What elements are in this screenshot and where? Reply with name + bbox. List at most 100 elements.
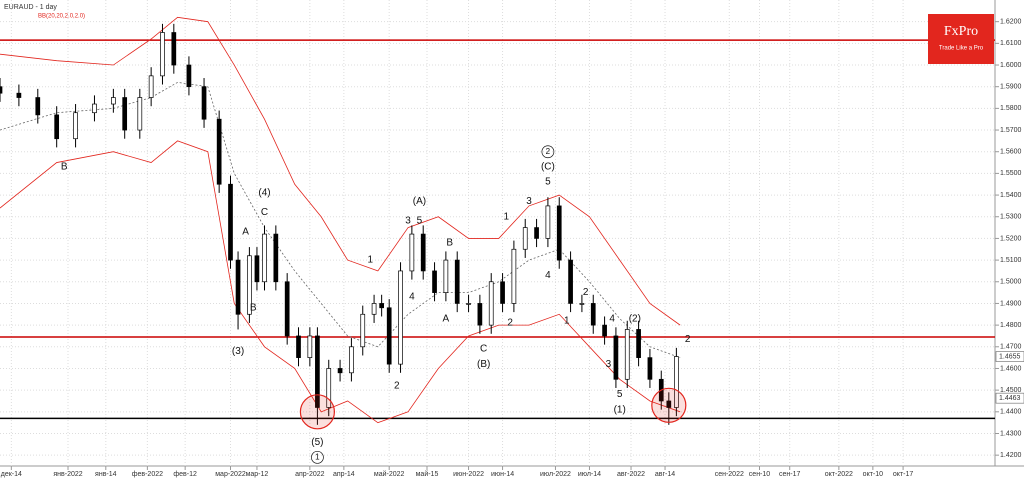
candle-body — [171, 32, 177, 66]
wave-label: 1 — [315, 452, 320, 461]
y-tick-label: 1.5800 — [1000, 105, 1022, 112]
wave-label: 2 — [507, 318, 513, 329]
x-tick-label: мар-12 — [246, 471, 269, 478]
indicator-label: BB(20,20,2.0,2.0) — [38, 14, 85, 20]
wave-label: 2 — [394, 380, 400, 391]
candle-body — [420, 233, 426, 272]
candle-body — [111, 97, 116, 105]
x-tick-label: дек-14 — [1, 471, 22, 478]
wave-label: C — [480, 344, 487, 355]
candle-body — [590, 303, 596, 326]
candle-body — [307, 335, 313, 358]
annotation-circle — [311, 450, 324, 464]
x-tick-label: июл-2022 — [540, 471, 571, 478]
candle-body — [284, 281, 290, 337]
candle-body — [636, 329, 641, 358]
x-tick-label: сен-10 — [749, 471, 770, 478]
candle-body — [666, 400, 672, 408]
logo-brand: FxPro — [944, 24, 978, 39]
candle-body — [137, 97, 143, 131]
y-tick-label: 1.6100 — [1000, 40, 1022, 47]
wave-label: 3 — [405, 216, 411, 227]
wave-label: 5 — [617, 389, 623, 400]
wave-label: 5 — [417, 216, 423, 227]
y-tick-label: 1.5700 — [1000, 127, 1022, 134]
candle-body — [73, 112, 78, 140]
candle-body — [522, 227, 528, 250]
candle-body — [556, 205, 562, 261]
y-tick-label: 1.5200 — [1000, 235, 1022, 242]
y-tick-label: 1.5900 — [1000, 84, 1022, 91]
candle-body — [326, 368, 332, 408]
candle-body — [500, 281, 505, 304]
candle-body — [228, 183, 233, 261]
chart-title: EURAUD - 1 day — [4, 4, 57, 11]
wave-label: 2 — [685, 334, 691, 345]
candle-body — [262, 233, 267, 283]
y-tick-label: 1.4300 — [1000, 430, 1022, 437]
y-tick-label: 1.4600 — [1000, 365, 1022, 372]
wave-label: (3) — [232, 346, 244, 357]
candle-body — [545, 205, 551, 239]
candle-body — [92, 103, 97, 114]
wave-label: B — [61, 162, 68, 173]
logo: FxPro Trade Like a Pro — [928, 14, 994, 64]
y-tick-label: 1.5000 — [1000, 279, 1022, 286]
x-tick-label: окт-17 — [893, 471, 913, 478]
candle-body — [247, 255, 252, 315]
candle-body — [186, 64, 192, 88]
wave-label: A — [443, 313, 450, 324]
price-box-label: 1.4463 — [999, 395, 1021, 402]
x-tick-label: фев-12 — [173, 471, 197, 478]
candle-body — [54, 114, 60, 140]
annotation-circle — [541, 145, 555, 159]
x-tick-label: окт-10 — [863, 471, 883, 478]
wave-label: 1 — [564, 315, 570, 326]
candle-body — [201, 86, 207, 120]
candle-body — [16, 92, 22, 98]
candle-body — [647, 357, 653, 380]
candle-body — [466, 303, 471, 305]
wave-label: C — [261, 207, 268, 218]
y-tick-label: 1.4200 — [1000, 452, 1022, 459]
candle-body — [337, 368, 343, 374]
y-tick-label: 1.4500 — [1000, 387, 1022, 394]
candle-body — [35, 97, 41, 116]
wave-label: 1 — [368, 255, 374, 266]
y-tick-label: 1.4900 — [1000, 300, 1022, 307]
wave-label: 4 — [545, 270, 551, 281]
x-tick-label: июн-14 — [491, 471, 514, 478]
x-tick-label: сен-17 — [779, 471, 800, 478]
candle-body — [674, 356, 679, 408]
candle-body — [0, 86, 3, 94]
y-tick-label: 1.4400 — [1000, 409, 1022, 416]
y-tick-label: 1.5400 — [1000, 192, 1022, 199]
wave-label: 2 — [546, 147, 551, 156]
x-tick-label: авг-2022 — [617, 471, 645, 478]
y-tick-label: 1.5300 — [1000, 214, 1022, 221]
candle-body — [432, 270, 437, 293]
wave-label: (C) — [541, 162, 555, 173]
y-tick-label: 1.6000 — [1000, 62, 1022, 69]
candle-body — [477, 303, 483, 326]
wave-label: (1) — [614, 404, 626, 415]
candle-body — [349, 346, 354, 374]
price-box — [995, 392, 1024, 404]
candle-body — [160, 32, 165, 77]
candle-body — [409, 233, 415, 272]
candle-body — [534, 227, 539, 239]
band-upper — [0, 16, 681, 326]
x-tick-label: июн-2022 — [453, 471, 484, 478]
x-tick-label: янв-2022 — [53, 471, 82, 478]
candle-body — [454, 259, 460, 304]
y-tick-label: 1.5500 — [1000, 170, 1022, 177]
candle-body — [273, 233, 279, 283]
candle-body — [235, 259, 241, 315]
candle-body — [315, 335, 320, 408]
candle-body — [216, 118, 222, 185]
candle-body — [386, 307, 392, 365]
highlight-circle — [651, 387, 687, 423]
x-tick-label: окт-2022 — [825, 471, 853, 478]
y-tick-label: 1.4800 — [1000, 322, 1022, 329]
